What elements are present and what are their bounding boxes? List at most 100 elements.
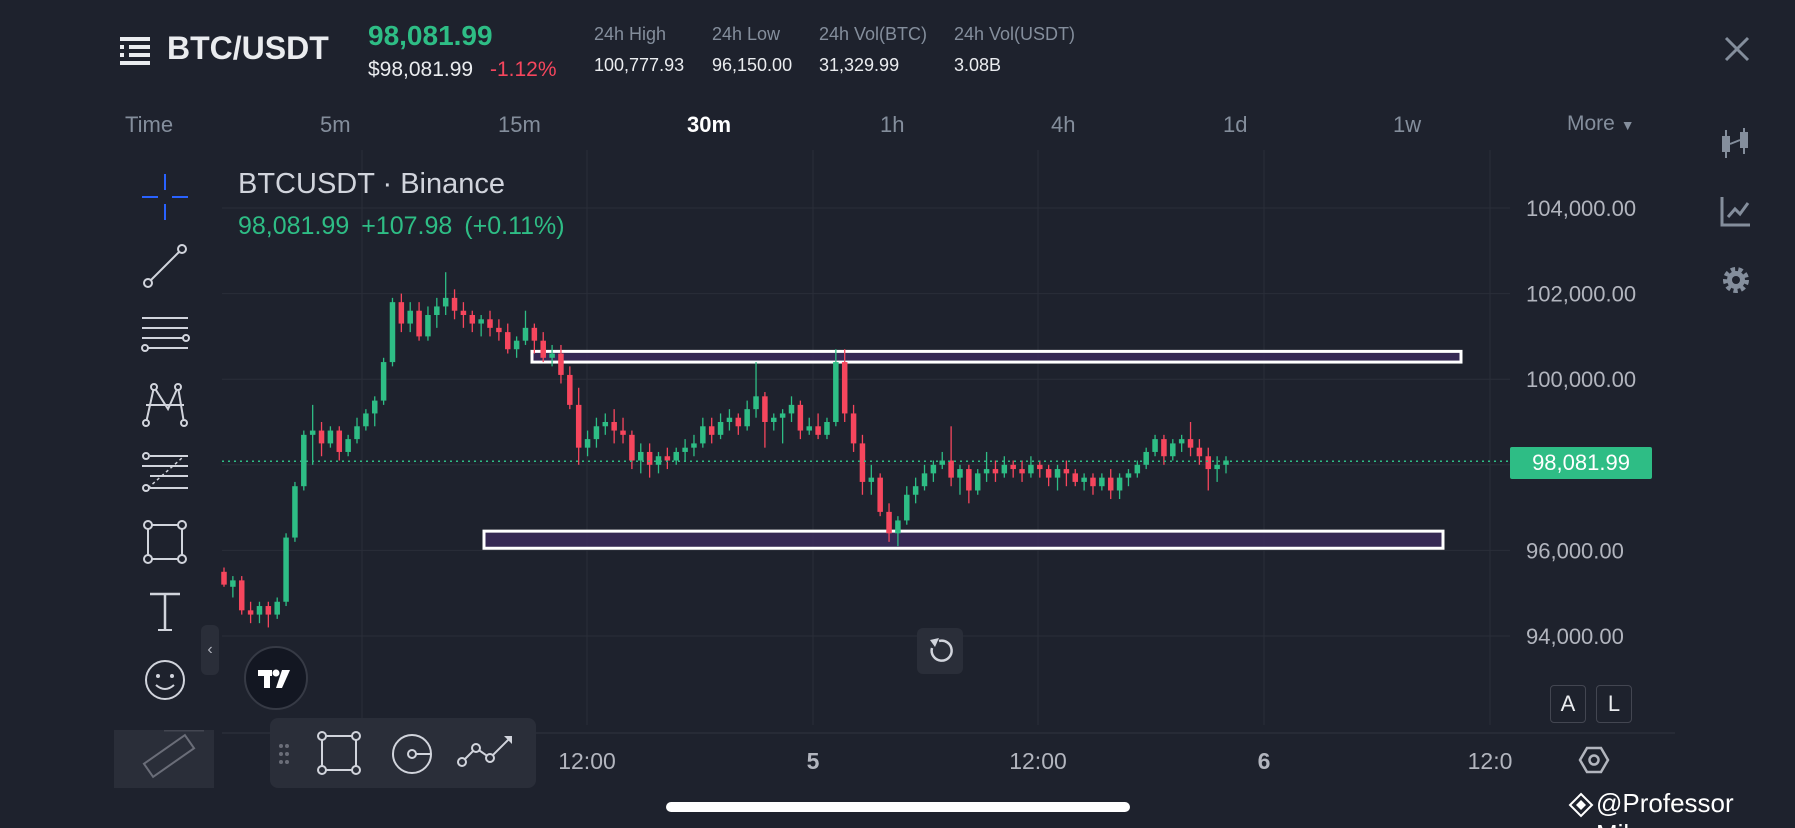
candle-body [496,327,502,333]
collapse-toolbar-button[interactable]: ‹ [201,625,219,675]
refresh-icon [930,638,953,662]
rectangle-icon[interactable] [136,513,194,571]
path-tool-icon[interactable] [456,728,516,780]
candle-body [1019,469,1025,474]
indicators-icon[interactable] [1718,193,1754,229]
candle-body [930,464,937,474]
price-usd: $98,081.99 [368,58,474,81]
pair-title[interactable]: BTC/USDT [167,30,329,66]
auto-scale-button[interactable]: A [1550,685,1586,723]
x-tick-label: 12:00 [558,748,616,774]
candle-body [957,469,963,478]
tradingview-icon [258,669,290,688]
stat-label: 24h High [594,24,667,44]
candle-body [1099,477,1105,487]
more-intervals-dropdown[interactable]: More ▼ [1567,112,1635,136]
menu-list-icon[interactable] [120,34,152,68]
pattern-icon[interactable] [136,375,194,433]
candle-body [1107,477,1114,491]
drag-handle-icon[interactable] [276,728,292,780]
candle-body [416,310,422,337]
candle-body [629,434,635,461]
interval-30m[interactable]: 30m [687,112,732,137]
trend-line-icon[interactable] [136,237,194,295]
candle-body [744,409,750,427]
candle-body [833,362,839,422]
gear-icon[interactable] [1718,262,1754,298]
candle-body [859,443,866,482]
interval-5m[interactable]: 5m [320,112,351,137]
log-scale-button[interactable]: L [1596,685,1632,723]
candle-body [992,469,999,474]
candle-body [682,447,688,452]
home-indicator[interactable] [666,802,1130,812]
emoji-icon[interactable] [136,651,194,709]
candle-body [700,426,706,444]
circle-tool-icon[interactable] [386,728,438,780]
candle-body [363,413,369,427]
interval-1h[interactable]: 1h [880,112,905,137]
candle-body [1187,439,1194,448]
y-tick-label: 94,000.00 [1526,624,1624,649]
candle-body [265,606,272,615]
candle-body [274,601,280,615]
candle-body [1063,469,1070,474]
interval-15m[interactable]: 15m [498,112,541,137]
candle-body [806,426,812,431]
close-icon[interactable] [1720,32,1754,66]
candle-body [895,520,901,534]
candle-body [309,430,316,435]
drawing-toolbar [270,718,536,788]
candle-body [1161,439,1167,457]
candle-body [638,451,644,461]
candle-body [1090,477,1096,487]
candle-body [567,374,573,405]
text-tool-icon[interactable] [136,582,194,640]
chart-symbol-title: BTCUSDT · Binance [238,168,505,200]
reset-chart-button[interactable] [917,628,963,674]
candle-body [974,473,981,491]
candle-body [531,327,538,341]
interval-1d[interactable]: 1d [1223,112,1248,137]
zone-rectangle [530,349,1463,364]
horizontal-lines-icon[interactable] [136,306,194,364]
candle-body [868,477,875,482]
caret-down-icon: ▼ [1620,117,1635,133]
candle-body [1214,464,1220,470]
crosshair-icon[interactable] [136,168,194,226]
current-price-tag: 98,081.99 [1510,447,1652,479]
stat-value: 96,150.00 [712,55,793,75]
quote-price: 98,081.99 [238,212,350,240]
candle-body [584,439,591,448]
x-tick-label: 6 [1258,748,1271,774]
candle-body [505,332,511,350]
candle-body [983,469,990,474]
ruler-tool[interactable] [114,728,214,788]
candle-body [425,315,431,337]
candlestick-type-icon[interactable] [1718,126,1754,162]
candle-body [398,302,405,324]
candle-body [841,362,848,414]
interval-1w[interactable]: 1w [1393,112,1422,137]
candle-body [1223,460,1229,465]
y-tick-label: 100,000.00 [1526,367,1636,392]
candle-body [655,456,662,465]
candle-body [717,422,724,435]
select-rectangle-icon[interactable] [312,728,364,780]
watermark-logo-icon [1568,792,1594,818]
candle-body [389,302,396,363]
candle-body [939,460,945,465]
interval-bar: Time 5m 15m 30m 1h 4h 1d 1w More ▼ [0,100,1700,150]
candle-body [327,430,334,444]
fib-retracement-icon[interactable] [136,444,194,502]
candle-body [1196,447,1203,457]
candle-body [948,460,954,478]
interval-4h[interactable]: 4h [1051,112,1076,137]
tradingview-logo[interactable] [244,646,308,710]
candle-body [673,451,679,461]
stat-value: 31,329.99 [819,55,900,75]
candle-body [442,297,449,307]
hexagon-settings-icon[interactable] [1578,744,1610,776]
candle-body [1037,464,1043,470]
